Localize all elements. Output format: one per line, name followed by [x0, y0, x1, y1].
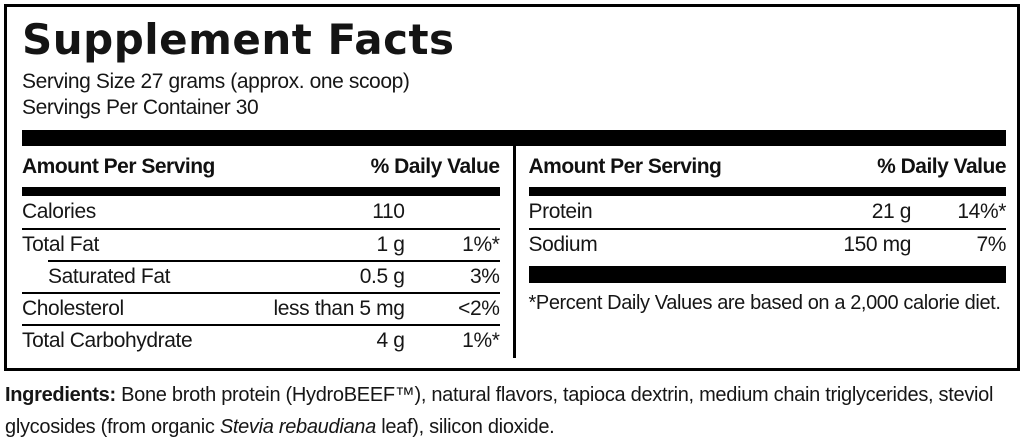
- thick-divider-bar-top: [22, 130, 1006, 147]
- facts-column-left: Amount Per Serving % Daily Value Calorie…: [22, 146, 516, 359]
- medium-divider-bar: [22, 187, 500, 197]
- facts-column-right: Amount Per Serving % Daily Value Protein…: [516, 146, 1007, 358]
- supplement-facts-panel: Supplement Facts Serving Size 27 grams (…: [4, 4, 1020, 371]
- table-row-saturated-fat: Saturated Fat 0.5 g 3%: [48, 260, 500, 292]
- nutrient-name: Saturated Fat: [48, 265, 171, 289]
- ingredients-text-part2: leaf), silicon dioxide.: [375, 416, 555, 438]
- header-amount-per-serving: Amount Per Serving: [22, 154, 215, 178]
- nutrient-amount: 21 g: [871, 200, 912, 224]
- thick-divider-bar-bottom: [528, 266, 1006, 284]
- header-daily-value: % Daily Value: [370, 154, 500, 178]
- nutrient-name: Protein: [528, 200, 593, 224]
- table-row-sodium: Sodium 150 mg 7%: [528, 228, 1006, 260]
- daily-value-footnote: *Percent Daily Values are based on a 2,0…: [528, 292, 1001, 315]
- nutrient-name: Sodium: [528, 233, 598, 257]
- table-row-cholesterol: Cholesterol less than 5 mg <2%: [22, 292, 500, 324]
- column-header: Amount Per Serving % Daily Value: [529, 146, 1007, 187]
- nutrient-daily-value: 1%*: [462, 329, 500, 353]
- nutrient-daily-value: 3%: [469, 265, 500, 289]
- facts-columns: Amount Per Serving % Daily Value Calorie…: [22, 146, 1007, 359]
- table-row-total-carbohydrate: Total Carbohydrate 4 g 1%*: [22, 324, 500, 356]
- ingredients-paragraph: Ingredients: Bone broth protein (HydroBE…: [5, 379, 1019, 443]
- nutrient-daily-value: 1%*: [462, 233, 500, 257]
- nutrient-amount: 1 g: [376, 233, 405, 257]
- panel-title: Supplement Facts: [22, 15, 455, 64]
- nutrient-amount: 110: [372, 200, 405, 224]
- nutrient-amount: less than 5 mg: [273, 297, 405, 321]
- nutrient-amount: 150 mg: [843, 233, 911, 257]
- ingredients-text-part1: Bone broth protein (HydroBEEF™), natural…: [5, 384, 994, 438]
- ingredients-species-italic: Stevia rebaudiana: [219, 416, 376, 438]
- column-header: Amount Per Serving % Daily Value: [22, 146, 500, 187]
- nutrient-daily-value: 7%: [976, 233, 1006, 257]
- nutrient-name: Cholesterol: [22, 297, 124, 321]
- header-amount-per-serving: Amount Per Serving: [528, 154, 722, 178]
- nutrient-amount: 4 g: [376, 329, 405, 353]
- nutrient-name: Total Carbohydrate: [22, 329, 193, 353]
- nutrient-amount: 0.5 g: [359, 265, 405, 289]
- table-row-calories: Calories 110: [22, 196, 500, 228]
- servings-per-container-line: Servings Per Container 30: [22, 96, 259, 120]
- serving-size-line: Serving Size 27 grams (approx. one scoop…: [22, 70, 410, 94]
- table-row-total-fat: Total Fat 1 g 1%*: [22, 228, 500, 260]
- ingredients-heading: Ingredients:: [5, 384, 116, 406]
- nutrient-daily-value: <2%: [458, 297, 500, 321]
- nutrient-name: Total Fat: [22, 233, 99, 257]
- table-row-protein: Protein 21 g 14%*: [529, 196, 1007, 228]
- header-daily-value: % Daily Value: [877, 154, 1006, 178]
- nutrient-name: Calories: [22, 200, 96, 224]
- nutrient-daily-value: 14%*: [957, 200, 1006, 224]
- medium-divider-bar: [528, 187, 1006, 197]
- serving-info: Serving Size 27 grams (approx. one scoop…: [22, 69, 1006, 121]
